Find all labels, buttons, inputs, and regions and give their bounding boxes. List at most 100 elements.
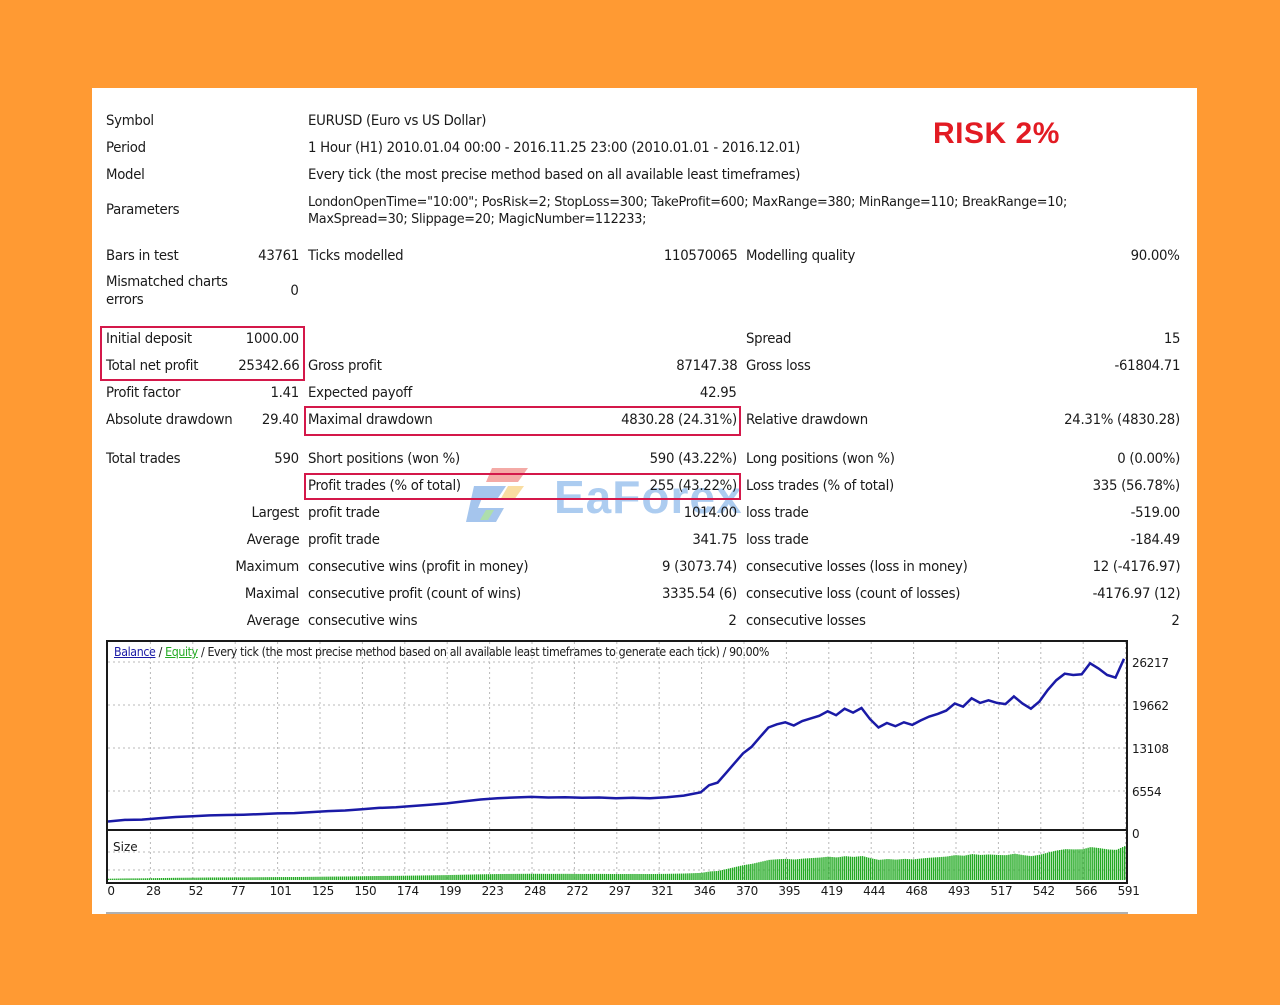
size-bar bbox=[559, 873, 561, 880]
size-bar bbox=[276, 877, 279, 880]
legend-equity: Equity bbox=[165, 645, 198, 659]
size-bar bbox=[863, 856, 866, 880]
expected-payoff-value: 42.95 bbox=[700, 385, 737, 401]
size-bar bbox=[689, 873, 691, 880]
size-bar bbox=[449, 875, 451, 880]
size-bar bbox=[122, 878, 124, 880]
size-bar bbox=[760, 861, 762, 880]
size-bar bbox=[831, 856, 833, 880]
x-tick-label: 395 bbox=[778, 884, 801, 898]
size-bar bbox=[307, 876, 309, 880]
size-bar bbox=[1069, 849, 1071, 880]
balance-series-line bbox=[108, 658, 1126, 823]
size-bar bbox=[1081, 849, 1083, 880]
size-bar bbox=[1101, 848, 1104, 880]
size-bar bbox=[522, 873, 524, 880]
size-bar bbox=[908, 859, 911, 880]
size-bar bbox=[142, 878, 144, 880]
size-bar bbox=[1056, 850, 1059, 880]
size-bar bbox=[618, 874, 620, 880]
size-bar bbox=[548, 873, 551, 880]
chart-grid bbox=[108, 642, 1126, 882]
size-bar bbox=[238, 877, 240, 880]
size-bar bbox=[1075, 849, 1077, 880]
size-bar bbox=[750, 863, 752, 880]
size-bar bbox=[725, 869, 728, 880]
y-tick-label: 0 bbox=[1132, 827, 1140, 841]
total-trades-value: 590 bbox=[274, 451, 299, 467]
size-bar bbox=[821, 857, 823, 880]
size-bar bbox=[928, 857, 931, 880]
size-bar bbox=[910, 859, 913, 880]
size-bar bbox=[790, 859, 793, 880]
size-bar bbox=[902, 858, 904, 880]
size-bar bbox=[154, 878, 157, 880]
size-bar bbox=[148, 878, 151, 880]
x-tick-label: 272 bbox=[566, 884, 589, 898]
size-bar bbox=[1095, 847, 1097, 880]
size-bar bbox=[772, 859, 774, 880]
size-bar bbox=[1071, 849, 1073, 880]
size-bar bbox=[981, 854, 984, 880]
size-bar bbox=[752, 863, 754, 880]
size-bar bbox=[853, 856, 856, 880]
size-bar bbox=[146, 878, 149, 880]
maximal-consecutive-profit-value: 3335.54 (6) bbox=[662, 586, 737, 602]
size-bar bbox=[849, 856, 852, 880]
size-bar bbox=[583, 873, 585, 880]
size-bar bbox=[250, 877, 252, 880]
x-tick-label: 101 bbox=[269, 884, 292, 898]
size-bar bbox=[693, 873, 695, 880]
size-bar bbox=[388, 875, 390, 880]
size-bar bbox=[674, 873, 677, 880]
profit-factor-value: 1.41 bbox=[270, 385, 300, 401]
avg-consecutive-wins-value: 2 bbox=[728, 613, 737, 629]
size-bar bbox=[410, 875, 413, 880]
size-bar bbox=[494, 874, 496, 880]
size-bar bbox=[272, 877, 274, 880]
size-bar bbox=[813, 857, 815, 880]
parameters-label: Parameters bbox=[106, 202, 180, 218]
size-bar bbox=[1028, 855, 1030, 880]
size-bar bbox=[595, 873, 598, 880]
size-bar bbox=[1093, 847, 1095, 880]
size-bar bbox=[256, 877, 258, 880]
size-bar bbox=[506, 873, 508, 880]
size-bar bbox=[664, 873, 667, 880]
size-bar bbox=[607, 873, 610, 880]
spread-label: Spread bbox=[746, 331, 792, 347]
x-tick-label: 52 bbox=[188, 884, 204, 898]
legend-balance: Balance bbox=[114, 645, 156, 659]
size-bar bbox=[384, 875, 386, 880]
size-bar bbox=[662, 873, 665, 880]
x-tick-label: 199 bbox=[439, 884, 462, 898]
size-bar bbox=[681, 873, 683, 880]
size-bar bbox=[965, 855, 967, 880]
period-label: Period bbox=[106, 140, 146, 156]
size-bar bbox=[258, 877, 260, 880]
x-tick-label: 346 bbox=[693, 884, 716, 898]
size-bar bbox=[630, 873, 632, 880]
size-bar bbox=[589, 873, 591, 880]
size-bar bbox=[985, 854, 988, 880]
loss-trades-value: 335 (56.78%) bbox=[1092, 478, 1181, 494]
size-bar bbox=[774, 859, 776, 880]
mismatched-label-1: Mismatched charts bbox=[106, 274, 228, 290]
size-bar bbox=[378, 875, 380, 880]
size-bar bbox=[205, 877, 207, 880]
size-bar bbox=[424, 875, 427, 880]
size-bar bbox=[624, 874, 626, 880]
size-bar bbox=[872, 858, 874, 880]
size-bar bbox=[555, 873, 557, 880]
size-bar bbox=[290, 877, 293, 880]
size-bar bbox=[114, 878, 116, 880]
size-bar bbox=[327, 876, 329, 880]
avg-consecutive-wins-label: consecutive wins bbox=[308, 613, 418, 629]
long-positions-label: Long positions (won %) bbox=[746, 451, 895, 467]
x-tick-label: 493 bbox=[947, 884, 971, 898]
size-bar bbox=[585, 873, 587, 880]
size-bar bbox=[683, 873, 685, 880]
size-bar bbox=[475, 874, 478, 880]
size-bar bbox=[362, 876, 364, 880]
size-bar bbox=[1024, 855, 1026, 880]
